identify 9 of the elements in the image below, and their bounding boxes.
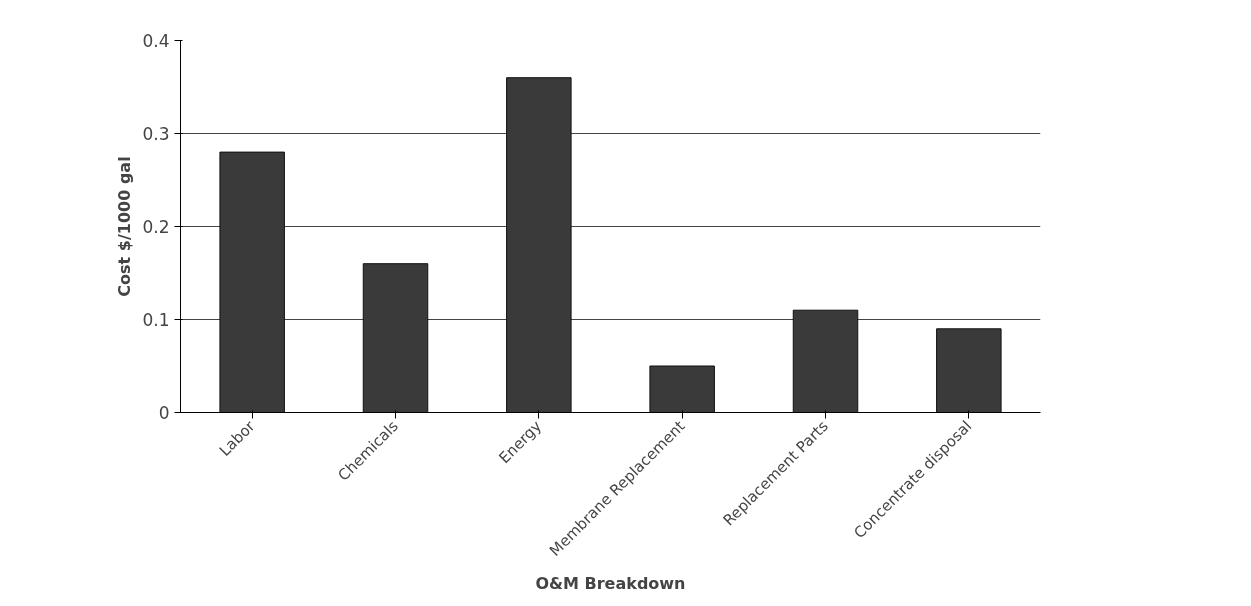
y-tick-label: 0.4	[142, 31, 170, 51]
y-tick-label: 0.1	[142, 310, 170, 330]
y-tick-label: 0.2	[142, 217, 170, 237]
y-axis-title: Cost $/1000 gal	[115, 156, 135, 297]
bar	[936, 328, 1002, 413]
y-tick-label: 0	[158, 403, 170, 423]
bar	[649, 365, 715, 413]
x-axis-title: O&M Breakdown	[535, 574, 686, 594]
y-tick-label: 0.3	[142, 124, 170, 144]
